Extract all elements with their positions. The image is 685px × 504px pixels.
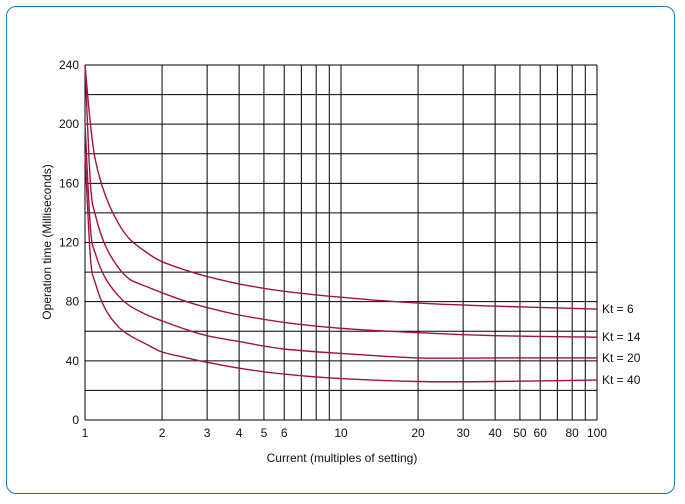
series-line	[84, 64, 598, 338]
series-line	[84, 124, 597, 359]
grid	[84, 64, 598, 421]
x-axis-ticks: 1 2 3 4 5 6 10 20 30 40 50 60 80 100	[82, 426, 608, 440]
x-tick-label: 20	[411, 426, 425, 440]
y-axis-title: Operation time (Milliseconds)	[40, 164, 54, 319]
x-axis-title: Current (multiples of setting)	[267, 451, 418, 465]
x-tick-label: 40	[488, 426, 502, 440]
x-tick-label: 30	[456, 426, 470, 440]
x-tick-label: 100	[587, 426, 607, 440]
x-tick-label: 1	[82, 426, 89, 440]
curves	[84, 64, 598, 383]
x-tick-label: 80	[566, 426, 580, 440]
curve-labels: Kt = 6 Kt = 14 Kt = 20 Kt = 40	[602, 302, 641, 387]
y-tick-label: 40	[66, 354, 80, 368]
y-tick-label: 160	[59, 176, 79, 190]
x-tick-label: 50	[513, 426, 527, 440]
y-axis-ticks: 0 40 80 120 160 200 240	[59, 58, 79, 427]
x-tick-label: 60	[534, 426, 548, 440]
y-tick-label: 0	[72, 413, 79, 427]
y-tick-label: 240	[59, 58, 79, 72]
y-tick-label: 200	[59, 117, 79, 131]
series-label: Kt = 20	[602, 351, 641, 365]
y-tick-label: 80	[66, 295, 80, 309]
x-tick-label: 6	[281, 426, 288, 440]
series-label: Kt = 6	[602, 302, 634, 316]
series-line	[84, 153, 598, 383]
x-tick-label: 4	[236, 426, 243, 440]
series-label: Kt = 14	[602, 330, 641, 344]
x-tick-label: 3	[204, 426, 211, 440]
x-tick-label: 5	[261, 426, 268, 440]
x-tick-label: 2	[159, 426, 166, 440]
x-tick-label: 10	[334, 426, 348, 440]
y-tick-label: 120	[59, 236, 79, 250]
series-line	[84, 64, 598, 310]
series-label: Kt = 40	[602, 373, 641, 387]
